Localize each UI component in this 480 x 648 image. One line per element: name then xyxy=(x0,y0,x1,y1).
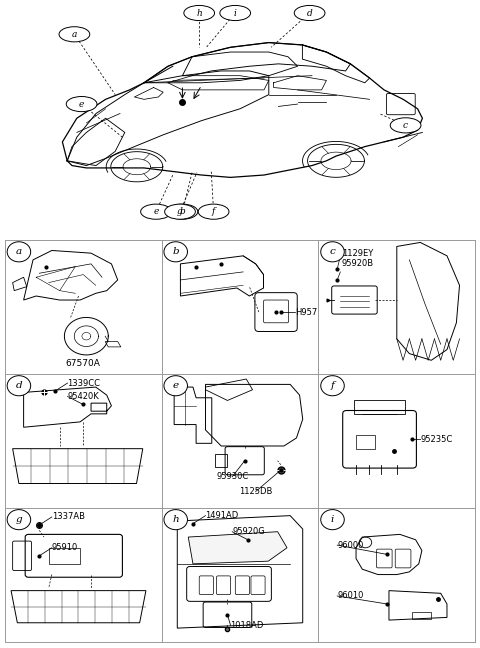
Text: 1018AD: 1018AD xyxy=(230,621,264,630)
Text: 95910: 95910 xyxy=(52,543,78,552)
Text: 1337AB: 1337AB xyxy=(52,513,85,522)
Text: i: i xyxy=(331,515,334,524)
Circle shape xyxy=(390,118,421,133)
Text: c: c xyxy=(403,121,408,130)
Text: a: a xyxy=(16,248,22,257)
Circle shape xyxy=(321,376,344,396)
Circle shape xyxy=(7,242,31,262)
Text: 95920B: 95920B xyxy=(342,259,374,268)
Text: e: e xyxy=(173,381,179,390)
Text: h: h xyxy=(172,515,179,524)
Text: 1129EY: 1129EY xyxy=(342,249,373,258)
Text: 95930C: 95930C xyxy=(216,472,248,481)
Text: 95420K: 95420K xyxy=(68,392,99,401)
Circle shape xyxy=(164,509,188,529)
Text: e: e xyxy=(153,207,159,216)
Bar xyxy=(356,435,375,448)
Circle shape xyxy=(7,376,31,396)
Text: 96010: 96010 xyxy=(337,592,363,601)
Polygon shape xyxy=(188,532,287,564)
Circle shape xyxy=(164,242,188,262)
Text: h: h xyxy=(196,8,202,17)
Text: 67570A: 67570A xyxy=(66,360,101,368)
Circle shape xyxy=(59,27,90,42)
Text: b: b xyxy=(180,207,185,216)
Text: c: c xyxy=(330,248,336,257)
Text: d: d xyxy=(15,381,22,390)
Text: g: g xyxy=(177,207,183,216)
Text: g: g xyxy=(15,515,22,524)
Circle shape xyxy=(220,5,251,21)
Text: 1339CC: 1339CC xyxy=(68,378,100,388)
Circle shape xyxy=(321,509,344,529)
Text: 95235C: 95235C xyxy=(420,435,453,444)
Circle shape xyxy=(321,242,344,262)
Text: H95710: H95710 xyxy=(295,308,328,317)
Text: a: a xyxy=(72,30,77,39)
Text: 1491AD: 1491AD xyxy=(205,511,239,520)
Text: 96000: 96000 xyxy=(337,540,363,550)
Circle shape xyxy=(165,204,195,219)
Text: d: d xyxy=(307,8,312,17)
Text: 95920G: 95920G xyxy=(232,527,265,536)
Circle shape xyxy=(167,204,198,219)
Circle shape xyxy=(198,204,229,219)
Circle shape xyxy=(184,5,215,21)
Circle shape xyxy=(7,509,31,529)
Text: f: f xyxy=(212,207,216,216)
Circle shape xyxy=(294,5,325,21)
Circle shape xyxy=(66,97,97,111)
Text: e: e xyxy=(79,100,84,109)
Circle shape xyxy=(141,204,171,219)
Bar xyxy=(48,548,80,564)
Text: i: i xyxy=(234,8,237,17)
Text: b: b xyxy=(172,248,179,257)
Circle shape xyxy=(164,376,188,396)
Text: 1125DB: 1125DB xyxy=(239,487,272,496)
Text: f: f xyxy=(331,381,335,390)
